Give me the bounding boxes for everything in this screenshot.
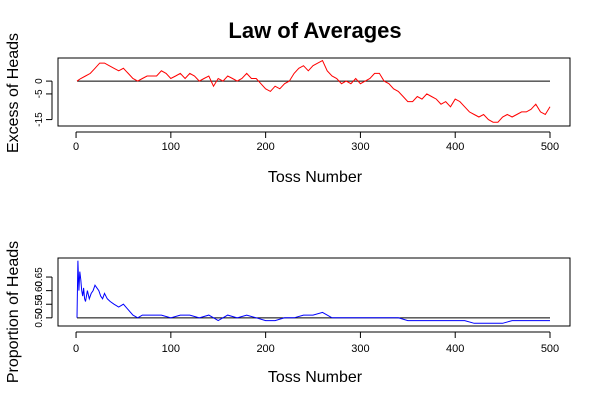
x-axis-label: Toss Number (268, 169, 363, 186)
y-tick-label: -5 (34, 89, 45, 98)
y-tick-label: 0.60 (34, 280, 45, 300)
x-tick-label: 400 (446, 343, 464, 355)
figure-title: Law of Averages (228, 18, 401, 43)
excess-of-heads-panel: 0 100 200 300 400 500 Toss Number 0 -5 -15 Excess … (5, 33, 571, 186)
x-tick-label: 200 (256, 141, 274, 153)
x-tick-label: 100 (162, 141, 180, 153)
y-tick-label: 0 (34, 78, 45, 84)
plot-frame (57, 257, 571, 327)
x-tick-label: 0 (73, 141, 79, 153)
x-axis-label: Toss Number (268, 369, 363, 386)
x-tick-label: 300 (351, 343, 369, 355)
y-axis-label: Excess of Heads (5, 33, 22, 153)
series-line (76, 59, 551, 123)
x-tick-label: 400 (446, 141, 464, 153)
y-axis-label: Proportion of Heads (5, 241, 22, 383)
x-tick-label: 500 (541, 141, 559, 153)
y-tick-label: 0.50 (34, 308, 45, 328)
x-tick-label: 200 (256, 343, 274, 355)
x-tick-label: 500 (541, 343, 559, 355)
plot-frame (57, 57, 571, 127)
x-tick-label: 0 (73, 343, 79, 355)
proportion-of-heads-panel: 0 100 200 300 400 500 Toss Number 0.500.550.600… (5, 241, 571, 386)
y-tick-label: 0.55 (34, 294, 45, 314)
y-tick-label: -15 (34, 112, 45, 127)
series-line (76, 260, 550, 324)
y-tick-label: 0.65 (34, 267, 45, 287)
x-tick-label: 100 (162, 343, 180, 355)
x-tick-label: 300 (351, 141, 369, 153)
